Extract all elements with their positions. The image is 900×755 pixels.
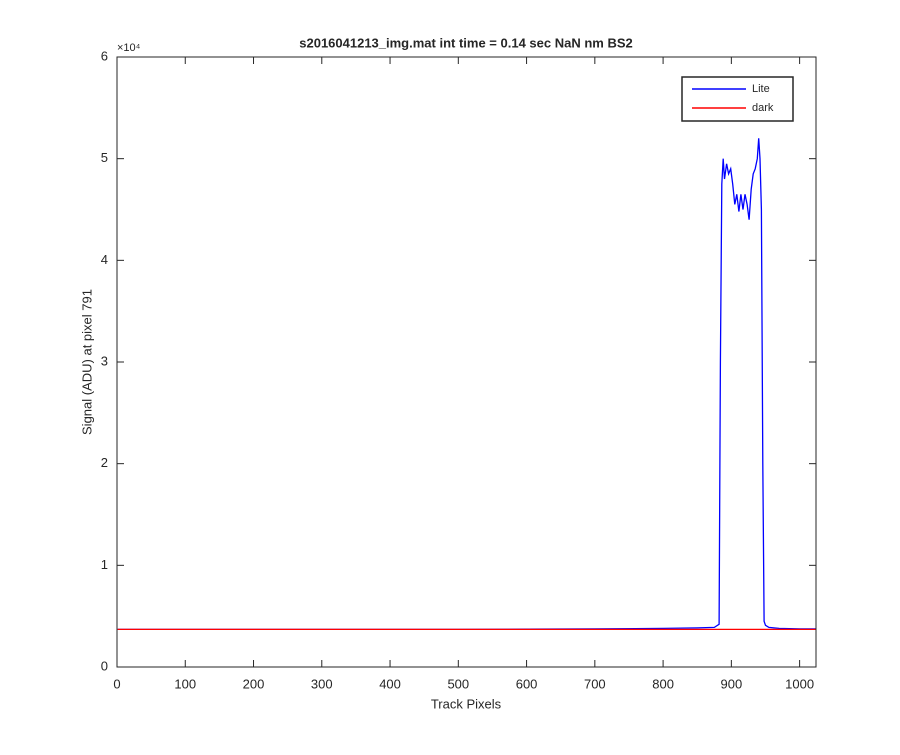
y-tick-label: 1 bbox=[101, 557, 108, 572]
axes-box bbox=[116, 56, 817, 668]
legend-label: Lite bbox=[752, 83, 770, 95]
y-axis-label: Signal (ADU) at pixel 791 bbox=[79, 289, 94, 435]
y-tick-label: 3 bbox=[101, 353, 108, 368]
y-tick-label: 6 bbox=[101, 48, 108, 63]
y-tick-label: 2 bbox=[101, 455, 108, 470]
chart-title: s2016041213_img.mat int time = 0.14 sec … bbox=[299, 35, 633, 50]
x-axis-label: Track Pixels bbox=[431, 696, 502, 711]
y-exponent-label: ×10⁴ bbox=[117, 42, 141, 54]
x-tick-label: 700 bbox=[584, 676, 606, 691]
y-tick-label: 5 bbox=[101, 150, 108, 165]
x-tick-label: 1000 bbox=[785, 676, 814, 691]
x-tick-label: 100 bbox=[174, 676, 196, 691]
legend-label: dark bbox=[752, 102, 774, 114]
x-tick-label: 300 bbox=[311, 676, 333, 691]
x-tick-label: 500 bbox=[447, 676, 469, 691]
x-tick-label: 800 bbox=[652, 676, 674, 691]
y-tick-label: 4 bbox=[101, 252, 108, 267]
y-tick-label: 0 bbox=[101, 658, 108, 673]
x-tick-label: 0 bbox=[113, 676, 120, 691]
x-tick-label: 600 bbox=[516, 676, 538, 691]
legend-box bbox=[681, 76, 794, 122]
x-tick-label: 400 bbox=[379, 676, 401, 691]
plot-area bbox=[117, 57, 816, 667]
x-tick-label: 900 bbox=[721, 676, 743, 691]
x-tick-label: 200 bbox=[243, 676, 265, 691]
